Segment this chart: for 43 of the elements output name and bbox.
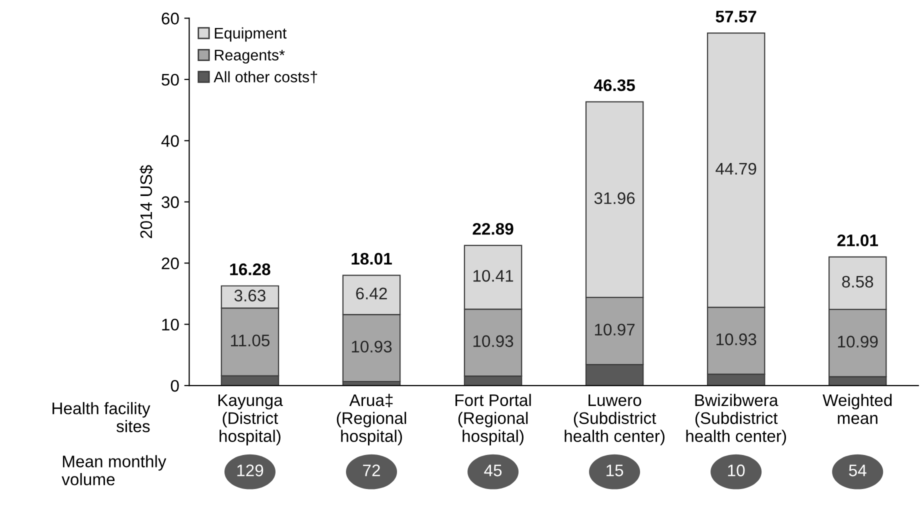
data-label: 10.93 — [473, 335, 514, 348]
text: 54 — [849, 464, 866, 476]
data-label: 10.93 — [716, 333, 756, 346]
text: 129 — [237, 464, 264, 476]
data-label: 44.79 — [716, 162, 756, 175]
y-tick-label: 50 — [162, 74, 179, 86]
y-tick-label: 0 — [170, 380, 179, 392]
x-tick-label: Weighted mean — [822, 394, 892, 424]
data-label: 10.93 — [352, 340, 392, 353]
data-label: 10.41 — [473, 270, 514, 282]
x-tick-label: Kayunga (District hospital) — [218, 394, 283, 446]
legend-label: Equipment — [214, 27, 287, 42]
y-tick-label: 60 — [162, 12, 179, 24]
text: Health facility sites — [52, 402, 150, 432]
data-label: 6.42 — [356, 288, 387, 300]
x-tick-label: Fort Portal (Regional hospital) — [456, 394, 531, 446]
text: 15 — [606, 464, 624, 476]
data-label: 11.05 — [231, 334, 270, 346]
data-label: 3.63 — [234, 290, 266, 302]
total-label: 57.57 — [716, 10, 756, 22]
data-label: 31.96 — [594, 192, 635, 204]
total-label: 46.35 — [594, 79, 635, 92]
y-axis-title: 2014 US$ — [140, 165, 154, 238]
data-label: 10.99 — [838, 336, 878, 348]
data-label: 8.58 — [842, 276, 874, 288]
data-label: 10.97 — [594, 324, 635, 336]
y-tick-label: 30 — [162, 196, 179, 208]
text: 10 — [728, 464, 745, 476]
text: 45 — [484, 464, 502, 476]
y-tick-label: 40 — [161, 135, 179, 147]
legend-label: Reagents* — [214, 50, 285, 64]
y-tick-label: 10 — [162, 318, 179, 331]
x-tick-label: Bwizibwera (Subdistrict health center) — [686, 394, 786, 446]
x-tick-label: Arua‡ (Regional hospital) — [336, 394, 406, 446]
y-tick-label: 20 — [162, 258, 179, 270]
total-label: 16.28 — [230, 263, 270, 276]
x-tick-label: Luwero (Subdistrict health center) — [564, 394, 664, 446]
text: 72 — [363, 464, 380, 476]
total-label: 18.01 — [352, 252, 392, 265]
total-label: 21.01 — [837, 234, 878, 246]
text: Mean monthly volume — [62, 455, 166, 486]
legend-label: All other costs† — [214, 71, 318, 84]
total-label: 22.89 — [472, 222, 514, 235]
